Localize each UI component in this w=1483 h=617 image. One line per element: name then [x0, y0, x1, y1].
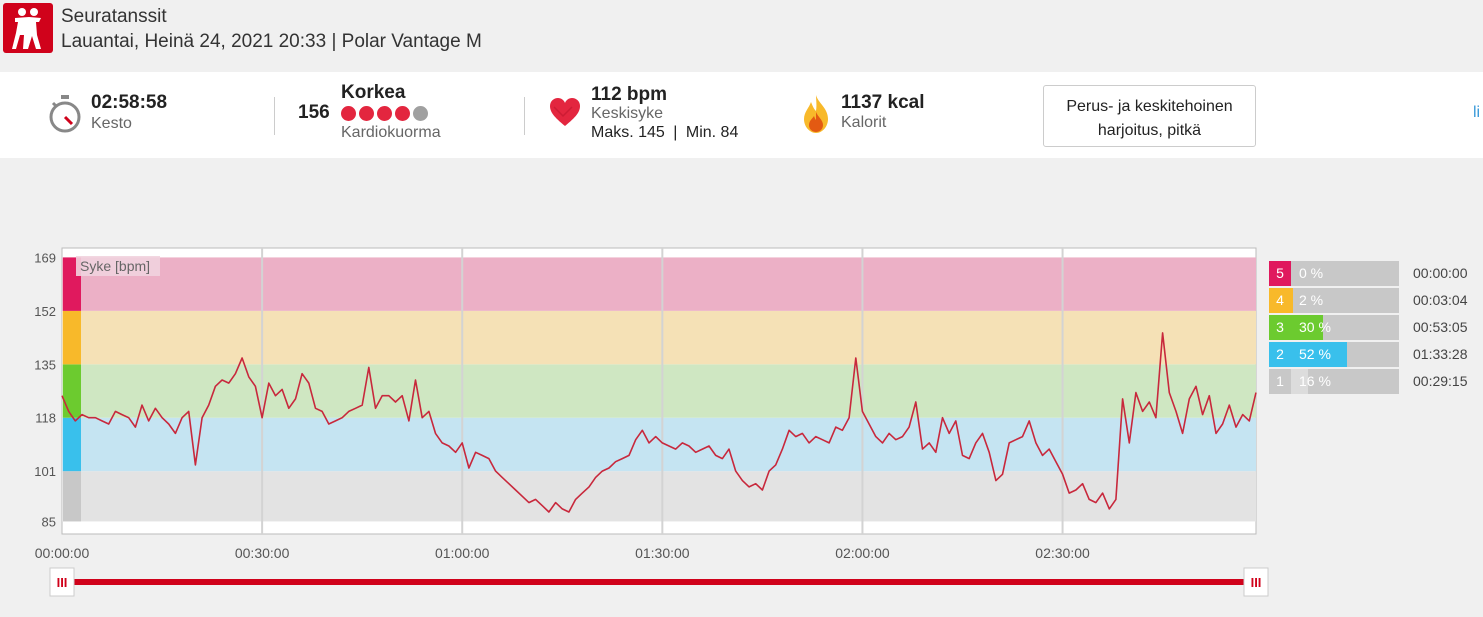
avg-hr-label: Keskisyke — [591, 105, 664, 122]
zone-percent: 30 % — [1299, 319, 1331, 335]
zone-time: 00:53:05 — [1413, 319, 1468, 335]
zone-bar: 30 % — [1291, 315, 1399, 340]
zone-time: 01:33:28 — [1413, 346, 1468, 362]
page-subtitle: Lauantai, Heinä 24, 2021 20:33 | Polar V… — [61, 31, 482, 52]
avg-hr-value: 112 bpm — [591, 84, 668, 105]
zone-percent: 52 % — [1299, 346, 1331, 362]
zone-time: 00:00:00 — [1413, 265, 1468, 281]
load-dot-filled — [359, 106, 374, 121]
sport-dancing-icon — [3, 3, 53, 53]
zone-percent: 16 % — [1299, 373, 1331, 389]
zone-band-5 — [62, 257, 1256, 311]
divider — [524, 97, 525, 135]
load-dot-filled — [341, 106, 356, 121]
range-handle-start[interactable]: III — [49, 567, 75, 597]
cardio-load-label: Kardiokuorma — [341, 124, 441, 141]
y-tick-label: 169 — [34, 250, 56, 265]
x-tick-label: 01:00:00 — [435, 545, 490, 561]
zone-bar: 52 % — [1291, 342, 1399, 367]
zone-band-3 — [62, 364, 1256, 418]
y-tick-label: 118 — [35, 411, 56, 426]
hr-separator: | — [673, 124, 678, 141]
zone-row-4: 4 2 % 00:03:04 — [1269, 288, 1483, 313]
zone-row-1: 1 16 % 00:29:15 — [1269, 369, 1483, 394]
zone-row-5: 5 0 % 00:00:00 — [1269, 261, 1483, 286]
zone-percent: 2 % — [1299, 292, 1324, 308]
calories-label: Kalorit — [841, 114, 887, 131]
zone-time: 00:29:15 — [1413, 373, 1468, 389]
zone-bar: 2 % — [1291, 288, 1399, 313]
y-tick-label: 152 — [34, 304, 56, 319]
range-handle-end[interactable]: III — [1243, 567, 1269, 597]
series-label-bg — [76, 256, 160, 276]
max-hr: Maks. 145 — [591, 124, 665, 141]
chart-area: 00:00:00 00:30:00 01:00:00 01:30:00 02:00:00… — [0, 158, 1483, 617]
flame-icon — [804, 95, 828, 133]
load-dot-filled — [377, 106, 392, 121]
heart-rate-line — [61, 332, 1257, 513]
zone-strip-4 — [63, 310, 81, 365]
divider — [274, 97, 275, 135]
summary-bar: 02:58:58 Kesto 156 Korkea Kardiokuorma 1… — [0, 72, 1483, 158]
cardio-load-level: Korkea — [341, 82, 406, 103]
duration-value: 02:58:58 — [91, 92, 168, 113]
zone-number: 2 — [1269, 342, 1291, 367]
range-handle-grip[interactable]: III — [57, 575, 68, 590]
min-hr: Min. 84 — [685, 124, 739, 141]
zone-row-3: 3 30 % 00:53:05 — [1269, 315, 1483, 340]
zone-bar: 0 % — [1291, 261, 1399, 286]
zone-strip-1 — [63, 471, 81, 522]
zone-band-4 — [62, 310, 1256, 365]
y-tick-label: 135 — [34, 357, 56, 372]
x-tick-label: 02:00:00 — [835, 545, 890, 561]
x-tick-label: 01:30:00 — [635, 545, 690, 561]
zone-band-1 — [62, 471, 1256, 522]
zone-bar-fill — [1291, 315, 1324, 340]
edge-link[interactable]: li — [1473, 104, 1481, 121]
zone-strip-3 — [63, 364, 81, 418]
zone-number: 3 — [1269, 315, 1291, 340]
cardio-load-dots — [341, 106, 441, 122]
range-handle-box[interactable] — [1243, 567, 1269, 597]
load-dot-empty — [413, 106, 428, 121]
zone-bar-fill — [1291, 369, 1309, 394]
zone-row-2: 2 52 % 01:33:28 — [1269, 342, 1483, 367]
series-label: Syke [bpm] — [80, 258, 150, 274]
hr-max-min: Maks. 145 | Min. 84 — [591, 124, 738, 142]
range-handle-box[interactable] — [49, 567, 75, 597]
zone-time: 00:03:04 — [1413, 292, 1468, 308]
y-tick-label: 101 — [34, 464, 56, 479]
page-title: Seuratanssit — [61, 6, 167, 27]
cardio-load-number: 156 — [298, 102, 330, 123]
zone-strip-2 — [63, 417, 81, 472]
training-benefit-button[interactable]: Perus- ja keskitehoinen harjoitus, pitkä — [1043, 85, 1256, 147]
zone-number: 1 — [1269, 369, 1291, 394]
duration-label: Kesto — [91, 115, 132, 132]
load-dot-filled — [395, 106, 410, 121]
calories-value: 1137 kcal — [841, 92, 925, 113]
range-handle-grip[interactable]: III — [1251, 575, 1262, 590]
zone-percent: 0 % — [1299, 265, 1324, 281]
zone-bar-fill — [1291, 342, 1348, 367]
heart-rate-chart[interactable]: 00:00:00 00:30:00 01:00:00 01:30:00 02:00:00… — [0, 158, 1483, 617]
y-tick-label: 85 — [42, 514, 56, 529]
header: Seuratanssit Lauantai, Heinä 24, 2021 20… — [0, 0, 1483, 72]
x-tick-label: 00:00:00 — [35, 545, 90, 561]
stopwatch-icon — [49, 95, 81, 133]
zone-number: 4 — [1269, 288, 1291, 313]
heart-icon — [550, 98, 580, 126]
zone-band-2 — [62, 417, 1256, 472]
x-tick-label: 00:30:00 — [235, 545, 290, 561]
x-tick-label: 02:30:00 — [1035, 545, 1090, 561]
zone-bar: 16 % — [1291, 369, 1399, 394]
zone-number: 5 — [1269, 261, 1291, 286]
zone-bar-fill — [1291, 288, 1294, 313]
